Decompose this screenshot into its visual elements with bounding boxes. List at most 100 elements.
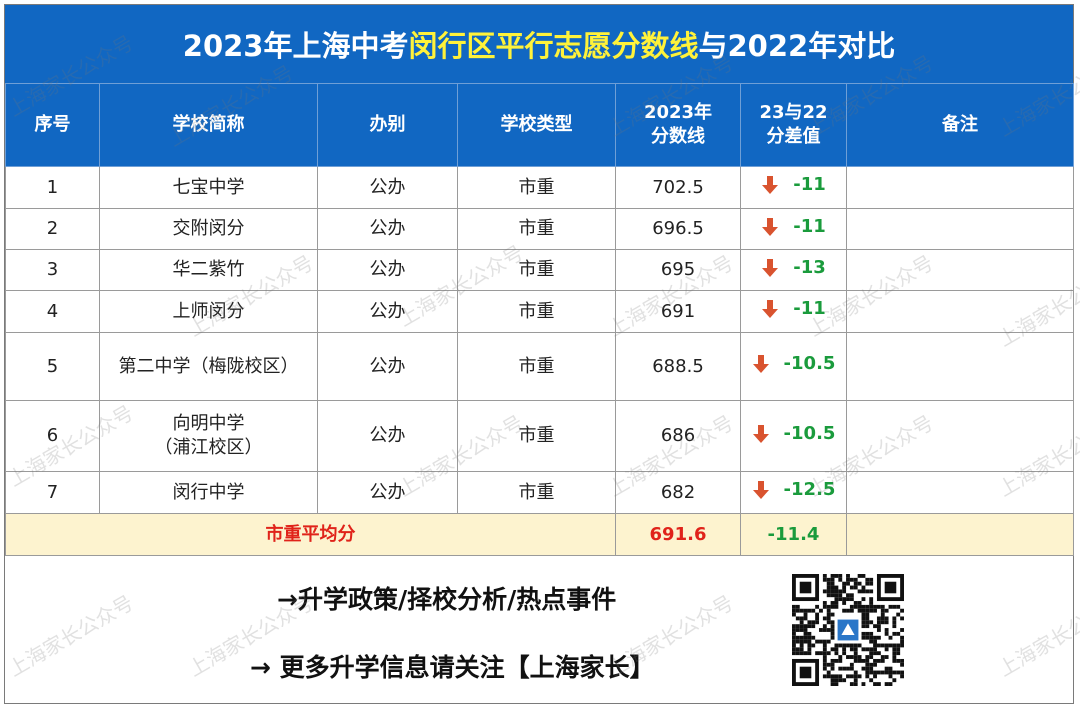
diff-value: -11 xyxy=(793,298,826,319)
table-row: 2 交附闵分 公办 市重 696.5 -11 xyxy=(5,208,1074,250)
arrow-down-icon xyxy=(762,176,779,194)
row-type: 市重 xyxy=(457,471,616,514)
header-diff-line1: 23与22 xyxy=(759,102,828,123)
row-index: 4 xyxy=(5,290,100,333)
school-campus: （浦江校区） xyxy=(154,437,263,458)
row-note xyxy=(846,290,1074,333)
row-diff: -11 xyxy=(740,166,847,209)
row-diff: -10.5 xyxy=(740,332,847,401)
header-score-line2: 分数线 xyxy=(651,126,705,147)
row-index: 7 xyxy=(5,471,100,514)
table-row: 3 华二紫竹 公办 市重 695 -13 xyxy=(5,249,1074,291)
row-diff: -12.5 xyxy=(740,471,847,514)
school-name: 七宝中学 xyxy=(172,176,245,198)
diff-value: -10.5 xyxy=(783,422,836,444)
row-note xyxy=(846,471,1074,514)
row-ownership: 公办 xyxy=(317,290,458,333)
header-diff-line2: 分差值 xyxy=(766,126,821,147)
average-row: 市重平均分 691.6 -11.4 xyxy=(5,513,1074,556)
average-score: 691.6 xyxy=(615,513,741,556)
row-type: 市重 xyxy=(457,249,616,291)
arrow-down-icon xyxy=(752,481,769,499)
row-ownership: 公办 xyxy=(317,166,458,209)
arrow-down-icon xyxy=(752,424,769,443)
score-table: 序号 学校简称 办别 学校类型 2023年 分数线 23与22 分差值 备注 1 七宝… xyxy=(5,83,1074,556)
row-type: 市重 xyxy=(457,166,616,209)
footer-topics: →升学政策/择校分析/热点事件 xyxy=(277,585,617,614)
header-note: 备注 xyxy=(846,83,1074,167)
row-school: 上师闵分 xyxy=(99,290,318,333)
table-row: 4 上师闵分 公办 市重 691 -11 xyxy=(5,290,1074,333)
header-school: 学校简称 xyxy=(99,83,318,167)
table-row: 1 七宝中学 公办 市重 702.5 -11 xyxy=(5,166,1074,209)
row-note xyxy=(846,332,1074,401)
qr-code-icon xyxy=(792,574,904,686)
row-school: 七宝中学 xyxy=(99,166,318,209)
row-ownership: 公办 xyxy=(317,400,458,472)
average-diff: -11.4 xyxy=(740,513,847,556)
average-note xyxy=(846,513,1074,556)
row-score: 702.5 xyxy=(615,166,741,209)
row-score: 696.5 xyxy=(615,208,741,250)
row-ownership: 公办 xyxy=(317,208,458,250)
school-name: 华二紫竹 xyxy=(172,259,245,280)
header-diff: 23与22 分差值 xyxy=(740,83,847,167)
row-diff: -11 xyxy=(740,208,847,250)
row-ownership: 公办 xyxy=(317,471,458,514)
table-row: 7 闵行中学 公办 市重 682 -12.5 xyxy=(5,471,1074,514)
row-score: 688.5 xyxy=(615,332,741,401)
row-school: 华二紫竹 xyxy=(99,249,318,291)
diff-value: -12.5 xyxy=(783,479,836,500)
table-header-row: 序号 学校简称 办别 学校类型 2023年分数线 23与22 分差值 备注 xyxy=(5,83,1074,167)
row-type: 市重 xyxy=(457,400,616,472)
row-index: 5 xyxy=(5,332,100,401)
page-title: 2023年上海中考 闵行区平行志愿分数线 与2022年对比 xyxy=(5,5,1073,83)
row-school: 闵行中学 xyxy=(99,471,318,514)
table-row: 6 向明中学 （浦江校区） 公办 市重 686 -10.5 xyxy=(5,400,1074,472)
row-school: 向明中学 （浦江校区） xyxy=(99,400,318,472)
school-name: 闵行中学 xyxy=(172,481,245,503)
title-suffix: 与2022年对比 xyxy=(698,29,896,63)
row-note xyxy=(846,249,1074,291)
row-index: 3 xyxy=(5,249,100,291)
row-school: 第二中学（梅陇校区） xyxy=(99,332,318,401)
row-school: 交附闵分 xyxy=(99,208,318,250)
diff-value: -13 xyxy=(793,256,826,278)
row-index: 6 xyxy=(5,400,100,472)
row-type: 市重 xyxy=(457,290,616,333)
row-ownership: 公办 xyxy=(317,332,458,401)
school-name: 上师闵分 xyxy=(172,300,245,322)
title-highlight: 闵行区平行志愿分数线 xyxy=(408,29,699,63)
footer-follow: → 更多升学信息请关注【上海家长】 xyxy=(250,653,655,682)
row-score: 682 xyxy=(615,471,741,514)
title-prefix: 2023年上海中考 xyxy=(182,29,409,63)
footer: →升学政策/择校分析/热点事件 → 更多升学信息请关注【上海家长】 xyxy=(5,556,1073,704)
row-diff: -11 xyxy=(740,290,847,333)
arrow-down-icon xyxy=(762,300,779,318)
diff-value: -11 xyxy=(793,215,826,237)
row-note xyxy=(846,166,1074,209)
school-name: 向明中学 xyxy=(172,413,245,434)
row-diff: -10.5 xyxy=(740,400,847,472)
row-score: 686 xyxy=(615,400,741,472)
diff-value: -10.5 xyxy=(783,353,836,374)
school-name: 交附闵分 xyxy=(172,218,245,239)
row-score: 695 xyxy=(615,249,741,291)
table-row: 5 第二中学（梅陇校区） 公办 市重 688.5 -10.5 xyxy=(5,332,1074,401)
diff-value: -11 xyxy=(793,174,826,195)
arrow-down-icon xyxy=(762,217,779,236)
row-index: 2 xyxy=(5,208,100,250)
header-type: 学校类型 xyxy=(457,83,616,167)
average-label: 市重平均分 xyxy=(5,513,616,556)
header-ownership: 办别 xyxy=(317,83,458,167)
row-note xyxy=(846,400,1074,472)
header-score-line1: 2023年 xyxy=(643,102,713,123)
row-type: 市重 xyxy=(457,332,616,401)
arrow-down-icon xyxy=(762,258,779,277)
row-ownership: 公办 xyxy=(317,249,458,291)
school-name: 第二中学（梅陇校区） xyxy=(118,355,299,377)
header-index: 序号 xyxy=(5,83,100,167)
header-score: 2023年分数线 xyxy=(615,83,741,167)
row-diff: -13 xyxy=(740,249,847,291)
row-note xyxy=(846,208,1074,250)
